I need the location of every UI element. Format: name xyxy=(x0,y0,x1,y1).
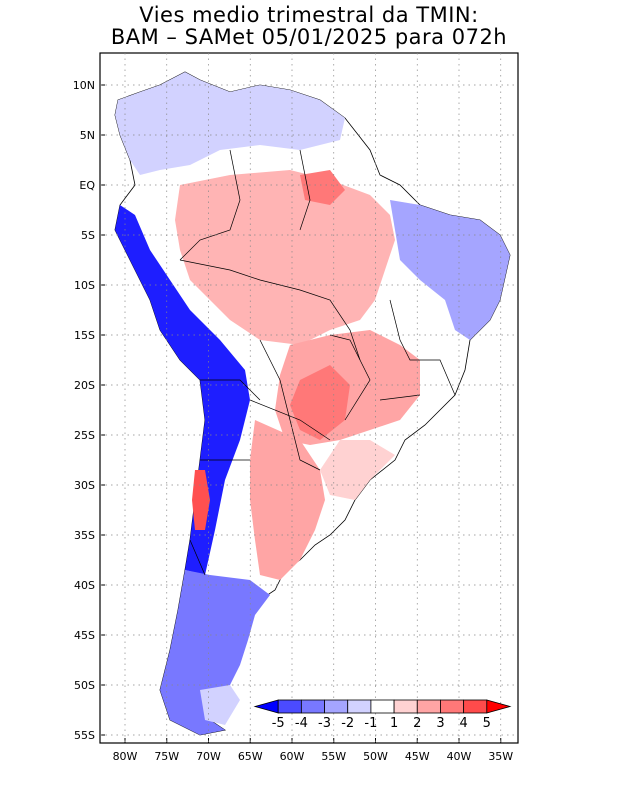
map-title-line2: BAM – SAMet 05/01/2025 para 072h xyxy=(110,25,508,49)
lon-label: 60W xyxy=(280,750,305,763)
lat-label: 45S xyxy=(74,629,95,642)
colorbar-swatch xyxy=(300,699,325,714)
lat-label: 40S xyxy=(74,579,95,592)
lat-label: 10N xyxy=(73,79,95,92)
lat-label: 30S xyxy=(74,479,95,492)
lon-label: 40W xyxy=(447,750,472,763)
lon-label: 35W xyxy=(488,750,513,763)
colorbar-label: -1 xyxy=(364,716,377,731)
colorbar-label: 3 xyxy=(436,716,444,731)
lon-label: 80W xyxy=(113,750,138,763)
region-amazon xyxy=(175,170,395,345)
colorbar-swatch xyxy=(393,699,418,714)
lon-label: 50W xyxy=(363,750,388,763)
colorbar-swatch xyxy=(347,699,372,714)
lon-label: 55W xyxy=(321,750,346,763)
colorbar-swatch xyxy=(440,699,465,714)
lat-label: 35S xyxy=(74,529,95,542)
lon-label: 70W xyxy=(196,750,221,763)
colorbar-swatch xyxy=(486,699,512,714)
colorbar: -5 -4 -3 -2 -1 1 2 3 4 5 xyxy=(253,699,512,731)
lat-label: 5N xyxy=(80,129,95,142)
lon-label: 75W xyxy=(154,750,179,763)
region-paraguay xyxy=(290,365,350,440)
lat-label: 5S xyxy=(81,229,95,242)
region-patagonia-light xyxy=(200,685,240,725)
colorbar-swatch xyxy=(277,699,302,714)
lat-label: EQ xyxy=(79,179,95,192)
region-colombia-venezuela xyxy=(115,72,345,175)
lat-label: 25S xyxy=(74,429,95,442)
colorbar-label: -2 xyxy=(341,716,354,731)
colorbar-label: 4 xyxy=(459,716,467,731)
colorbar-swatch xyxy=(463,699,488,714)
colorbar-swatch xyxy=(416,699,441,714)
lat-label: 15S xyxy=(74,329,95,342)
lat-label: 20S xyxy=(74,379,95,392)
region-patagonia xyxy=(160,570,270,735)
colorbar-label: -4 xyxy=(295,716,308,731)
lat-label: 55S xyxy=(74,729,95,742)
region-south-brazil xyxy=(320,440,395,500)
region-argentina xyxy=(250,420,325,580)
colorbar-swatch xyxy=(324,699,349,714)
lon-label: 45W xyxy=(405,750,430,763)
lat-label: 50S xyxy=(74,679,95,692)
country-borders xyxy=(179,149,456,576)
colorbar-label: 5 xyxy=(483,716,491,731)
colorbar-label: 2 xyxy=(413,716,421,731)
colorbar-swatch xyxy=(370,699,395,714)
lat-label: 10S xyxy=(74,279,95,292)
map-title-line1: Vies medio trimestral da TMIN: xyxy=(139,3,479,27)
colorbar-label: -3 xyxy=(318,716,331,731)
region-andes-west-coast xyxy=(115,205,250,575)
gridlines xyxy=(100,53,518,743)
colorbar-label: 1 xyxy=(390,716,398,731)
lon-label: 65W xyxy=(238,750,263,763)
colorbar-label: -5 xyxy=(272,716,285,731)
